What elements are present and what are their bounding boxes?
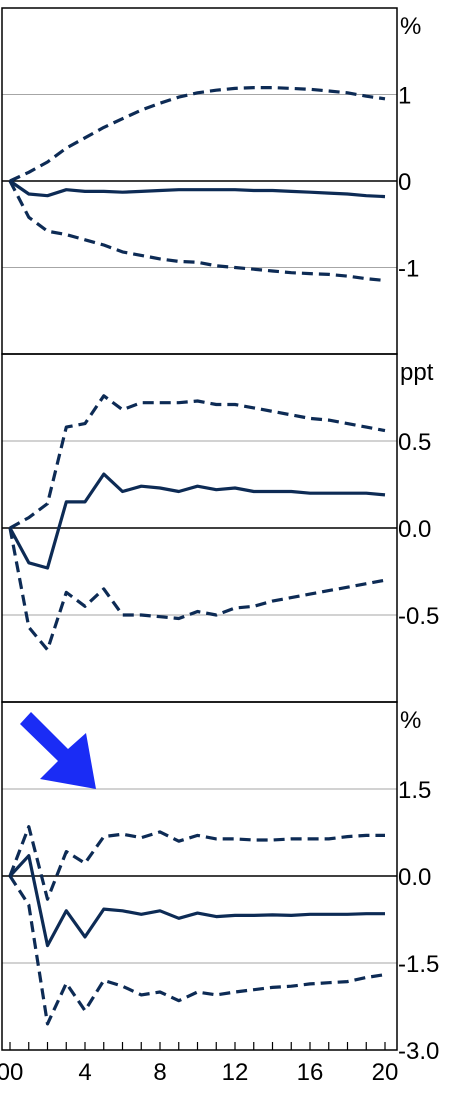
y-tick-label: 1 — [398, 83, 411, 110]
panel-3: % 1.5 0.0 -1.5 -3.0 00 4 8 12 16 20 — [0, 701, 439, 1086]
lower-band-line — [8, 875, 386, 1026]
panel-frame — [1, 701, 398, 1051]
y-tick-label: 0.5 — [398, 429, 431, 456]
unit-label: % — [400, 13, 421, 40]
panel-2: ppt 0.5 0.0 -0.5 — [1, 353, 439, 703]
upper-band-line — [9, 394, 386, 530]
median-line — [8, 854, 385, 948]
lower-band-line — [8, 180, 386, 283]
unit-label: ppt — [400, 359, 434, 386]
y-tick-label: -1 — [398, 256, 419, 283]
x-tick-label: 4 — [78, 1059, 91, 1086]
down-right-arrow-icon — [20, 712, 96, 789]
x-tick-label: 12 — [222, 1059, 249, 1086]
unit-label: % — [400, 707, 421, 734]
y-tick-label: 0.0 — [398, 516, 431, 543]
y-tick-label: -1.5 — [398, 951, 439, 978]
x-tick-label: 20 — [372, 1059, 399, 1086]
y-tick-label: 1.5 — [398, 777, 431, 804]
x-tick-label: 00 — [0, 1059, 23, 1086]
median-line — [9, 179, 386, 199]
median-line — [8, 472, 386, 570]
x-tick-label: 8 — [153, 1059, 166, 1086]
upper-band-line — [9, 85, 386, 183]
y-tick-label: 0.0 — [398, 864, 431, 891]
y-tick-label: 0 — [398, 169, 411, 196]
upper-band-line — [8, 825, 385, 901]
x-tick-label: 16 — [297, 1059, 324, 1086]
y-tick-label: -0.5 — [398, 603, 439, 630]
lower-band-line — [8, 527, 386, 652]
y-tick-label: -3.0 — [398, 1038, 439, 1065]
panel-1: % 1 0 -1 — [1, 7, 421, 355]
